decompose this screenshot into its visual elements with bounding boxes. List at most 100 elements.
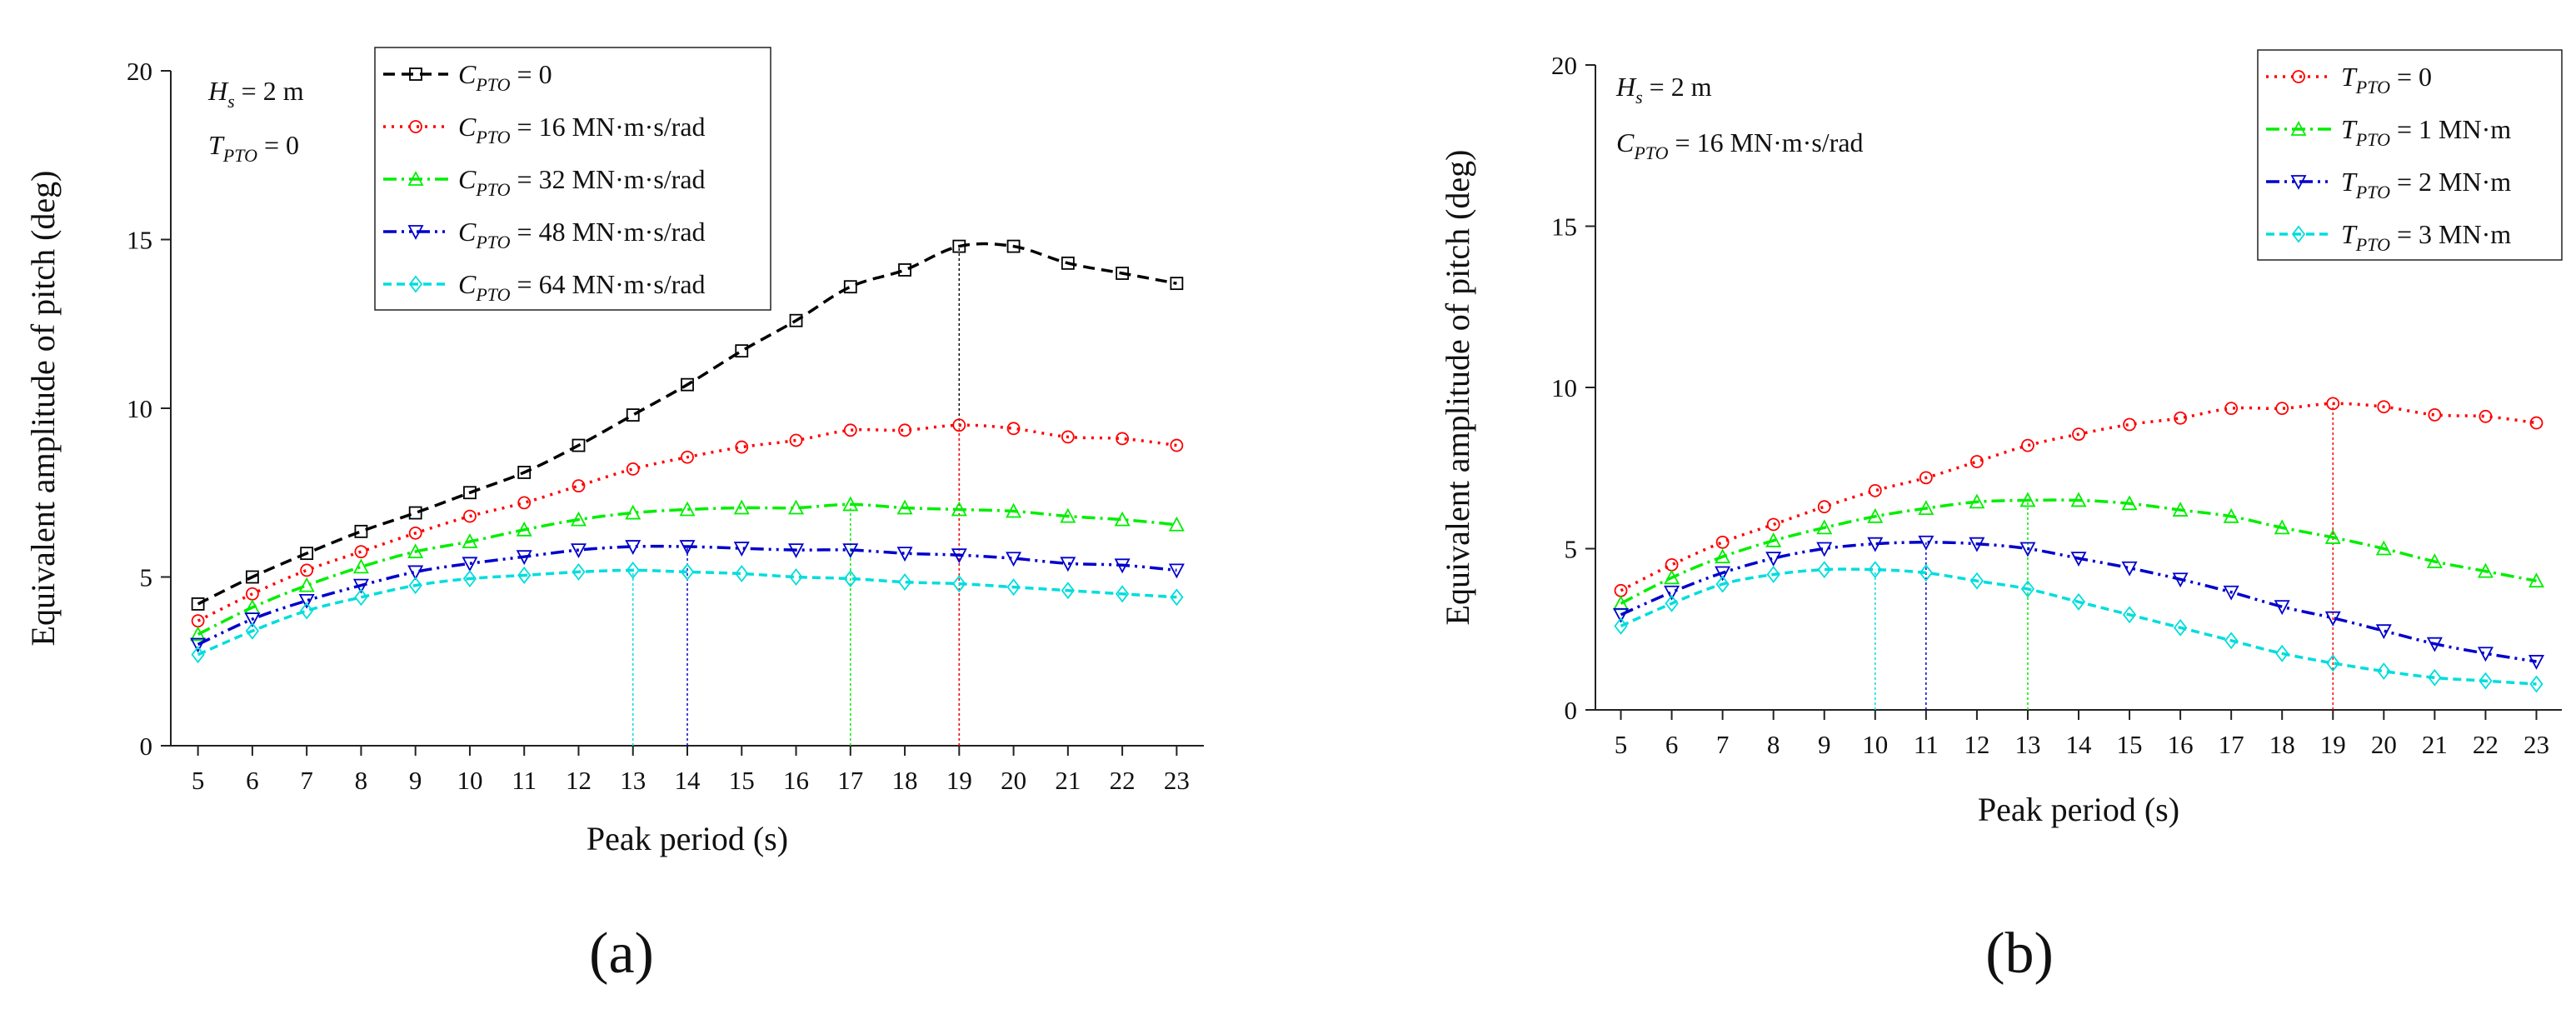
data-point	[1114, 558, 1131, 574]
data-point	[680, 562, 695, 581]
data-point	[842, 496, 859, 512]
data-point	[2326, 397, 2340, 411]
data-point	[1170, 438, 1184, 452]
data-point	[1116, 267, 1130, 280]
data-point	[2122, 606, 2137, 624]
data-point	[2274, 519, 2290, 535]
data-point	[352, 558, 369, 574]
data-point	[407, 565, 424, 581]
data-point	[1006, 502, 1022, 518]
data-point	[842, 543, 859, 559]
x-tick-label: 8	[1767, 730, 1780, 759]
data-point	[951, 548, 967, 564]
x-tick-label: 8	[355, 766, 368, 795]
data-point	[2529, 675, 2544, 693]
series-line	[197, 423, 1177, 622]
data-point	[626, 561, 640, 579]
y-tick-label: 10	[1551, 373, 1577, 402]
data-point	[1060, 507, 1076, 523]
x-tick-label: 15	[2117, 730, 2143, 759]
legend-entry-label: TPTO = 1 MN·m	[2341, 114, 2511, 150]
data-point	[896, 547, 913, 562]
legend-swatch-marker	[409, 67, 422, 81]
x-axis-title: Peak period (s)	[587, 820, 788, 857]
data-point	[1919, 471, 1933, 485]
data-point	[2019, 542, 2036, 557]
x-tick-label: 23	[2524, 730, 2549, 759]
x-tick-label: 20	[1001, 766, 1026, 795]
legend-box	[2257, 49, 2563, 261]
data-point	[897, 573, 912, 592]
data-point	[516, 550, 532, 566]
data-point	[898, 423, 911, 437]
data-point	[2070, 492, 2087, 507]
data-point	[516, 521, 532, 537]
data-point	[190, 626, 207, 642]
x-tick-label: 7	[1716, 730, 1730, 759]
annotation-text: Hs = 2 m	[207, 76, 304, 112]
data-point	[1918, 500, 1934, 516]
annotation-text: TPTO = 0	[208, 130, 299, 166]
data-point	[2428, 668, 2442, 687]
data-point	[2172, 572, 2189, 588]
y-tick-label: 5	[1565, 535, 1578, 564]
x-tick-label: 23	[1164, 766, 1190, 795]
y-tick-label: 15	[127, 226, 152, 255]
series-line	[197, 544, 1177, 647]
x-tick-label: 6	[246, 766, 259, 795]
legend-entry-label: CPTO = 32 MN·m·s/rad	[458, 164, 706, 200]
series-line	[197, 568, 1177, 657]
data-point	[681, 450, 694, 464]
data-point	[1816, 542, 1833, 557]
y-tick-label: 0	[140, 732, 153, 761]
data-point	[951, 501, 967, 517]
x-tick-label: 17	[2219, 730, 2244, 759]
data-point	[1867, 507, 1884, 523]
data-point	[788, 543, 805, 559]
data-point	[2121, 495, 2138, 511]
data-point	[843, 280, 857, 294]
x-tick-label: 12	[1964, 730, 1989, 759]
data-point	[681, 377, 694, 392]
chart-b: 0 5 10 15 20 5 6 7 8 9 10 11 12 13 14 15 16 17 18 19 20 21 22 2…	[1439, 49, 2563, 828]
data-point	[735, 344, 749, 358]
data-point	[898, 263, 911, 277]
data-point	[789, 433, 803, 447]
data-point	[1006, 578, 1021, 597]
data-point	[1969, 537, 1985, 552]
data-point	[788, 499, 805, 515]
data-point	[1919, 564, 1933, 582]
data-point	[408, 577, 422, 595]
data-point	[1665, 594, 1679, 612]
x-tick-label: 7	[300, 766, 313, 795]
data-point	[2123, 417, 2136, 432]
data-point	[789, 568, 803, 586]
legend-entry-label: TPTO = 3 MN·m	[2341, 219, 2511, 255]
data-point	[2324, 529, 2341, 544]
x-tick-label: 6	[1665, 730, 1679, 759]
data-point	[2377, 662, 2391, 681]
data-point	[2173, 618, 2188, 637]
data-point	[298, 577, 315, 592]
legend-swatch-marker	[2290, 121, 2307, 136]
data-point	[2020, 580, 2035, 598]
annotation-text: Hs = 2 m	[1615, 72, 1712, 107]
y-axis-title: Equivalent amplitude of pitch (deg)	[1439, 150, 1476, 626]
x-tick-label: 10	[1862, 730, 1888, 759]
data-point	[625, 504, 642, 520]
data-point	[300, 547, 314, 561]
data-point	[298, 593, 315, 609]
data-point	[1061, 256, 1075, 270]
legend-entry-label: CPTO = 64 MN·m·s/rad	[458, 269, 706, 305]
y-tick-label: 20	[1551, 51, 1577, 80]
x-tick-label: 21	[1055, 766, 1081, 795]
data-point	[1766, 565, 1780, 583]
data-point	[1766, 517, 1780, 532]
data-point	[1006, 422, 1021, 436]
data-point	[354, 524, 368, 538]
series-line	[1620, 541, 2537, 663]
data-point	[1868, 561, 1882, 579]
data-point	[2275, 402, 2289, 416]
data-point	[1664, 585, 1680, 601]
